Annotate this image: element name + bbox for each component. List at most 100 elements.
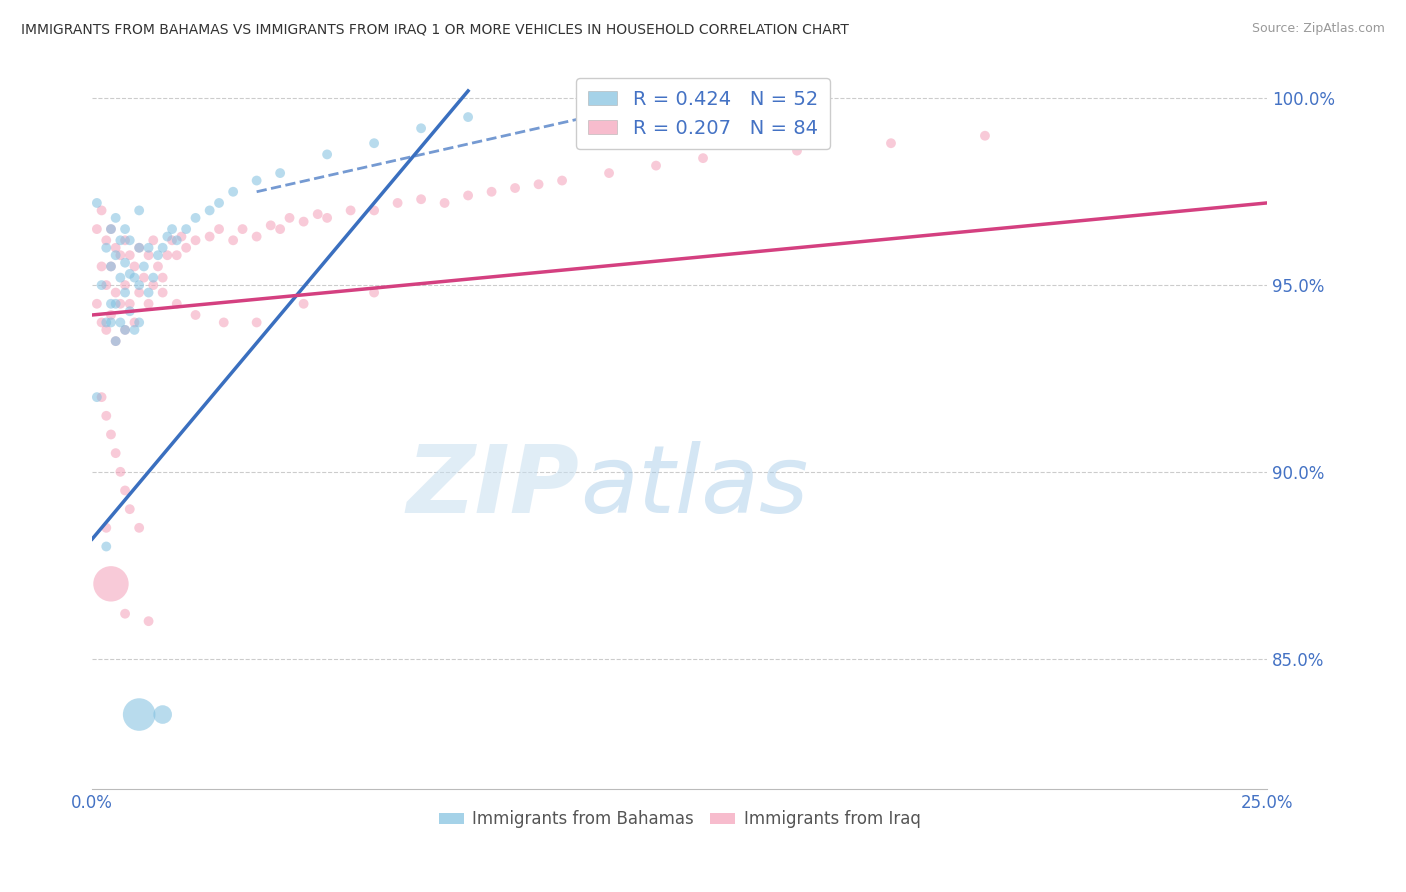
Point — [96, 323, 118, 337]
Text: atlas: atlas — [579, 441, 808, 532]
Point — [166, 297, 188, 311]
Point — [90, 390, 112, 404]
Point — [152, 270, 174, 285]
Point — [174, 222, 197, 236]
Point — [316, 211, 339, 225]
Point — [184, 308, 207, 322]
Point — [114, 607, 136, 621]
Point — [269, 166, 291, 180]
Point — [86, 222, 108, 236]
Point — [114, 256, 136, 270]
Point — [138, 241, 160, 255]
Point — [307, 207, 329, 221]
Point — [110, 233, 132, 247]
Point — [152, 241, 174, 255]
Point — [128, 241, 150, 255]
Point — [316, 147, 339, 161]
Point — [114, 233, 136, 247]
Point — [124, 323, 146, 337]
Point — [90, 315, 112, 329]
Point — [363, 285, 385, 300]
Point — [156, 248, 179, 262]
Point — [86, 297, 108, 311]
Point — [128, 241, 150, 255]
Point — [128, 278, 150, 293]
Point — [96, 233, 118, 247]
Point — [110, 465, 132, 479]
Point — [100, 315, 122, 329]
Point — [166, 248, 188, 262]
Point — [110, 248, 132, 262]
Point — [156, 229, 179, 244]
Point — [128, 285, 150, 300]
Point — [114, 483, 136, 498]
Point — [278, 211, 301, 225]
Point — [124, 315, 146, 329]
Point — [246, 315, 269, 329]
Point — [96, 409, 118, 423]
Point — [363, 136, 385, 151]
Point — [208, 222, 231, 236]
Point — [170, 229, 193, 244]
Point — [86, 390, 108, 404]
Point — [260, 219, 283, 233]
Point — [212, 315, 235, 329]
Point — [166, 233, 188, 247]
Point — [132, 270, 155, 285]
Point — [232, 222, 254, 236]
Point — [152, 707, 174, 722]
Point — [118, 304, 141, 318]
Point — [86, 196, 108, 211]
Point — [411, 121, 433, 136]
Point — [128, 521, 150, 535]
Point — [96, 315, 118, 329]
Point — [114, 285, 136, 300]
Point — [527, 178, 550, 192]
Point — [104, 334, 127, 348]
Point — [118, 297, 141, 311]
Point — [114, 323, 136, 337]
Point — [292, 214, 315, 228]
Point — [90, 260, 112, 274]
Point — [124, 260, 146, 274]
Point — [118, 502, 141, 516]
Point — [184, 233, 207, 247]
Point — [786, 144, 808, 158]
Point — [184, 211, 207, 225]
Point — [104, 285, 127, 300]
Point — [100, 577, 122, 591]
Point — [128, 707, 150, 722]
Point — [146, 260, 169, 274]
Point — [174, 241, 197, 255]
Point — [198, 229, 221, 244]
Point — [100, 297, 122, 311]
Point — [198, 203, 221, 218]
Point — [100, 308, 122, 322]
Point — [96, 241, 118, 255]
Point — [433, 196, 456, 211]
Point — [363, 203, 385, 218]
Point — [104, 446, 127, 460]
Point — [100, 427, 122, 442]
Point — [160, 233, 183, 247]
Point — [96, 278, 118, 293]
Point — [104, 241, 127, 255]
Point — [222, 185, 245, 199]
Point — [104, 334, 127, 348]
Point — [222, 233, 245, 247]
Point — [96, 521, 118, 535]
Point — [100, 222, 122, 236]
Point — [692, 151, 714, 165]
Point — [138, 248, 160, 262]
Point — [208, 196, 231, 211]
Point — [118, 248, 141, 262]
Point — [457, 110, 479, 124]
Point — [90, 278, 112, 293]
Point — [481, 185, 503, 199]
Point — [90, 203, 112, 218]
Point — [124, 270, 146, 285]
Point — [110, 270, 132, 285]
Point — [104, 248, 127, 262]
Text: Source: ZipAtlas.com: Source: ZipAtlas.com — [1251, 22, 1385, 36]
Point — [114, 323, 136, 337]
